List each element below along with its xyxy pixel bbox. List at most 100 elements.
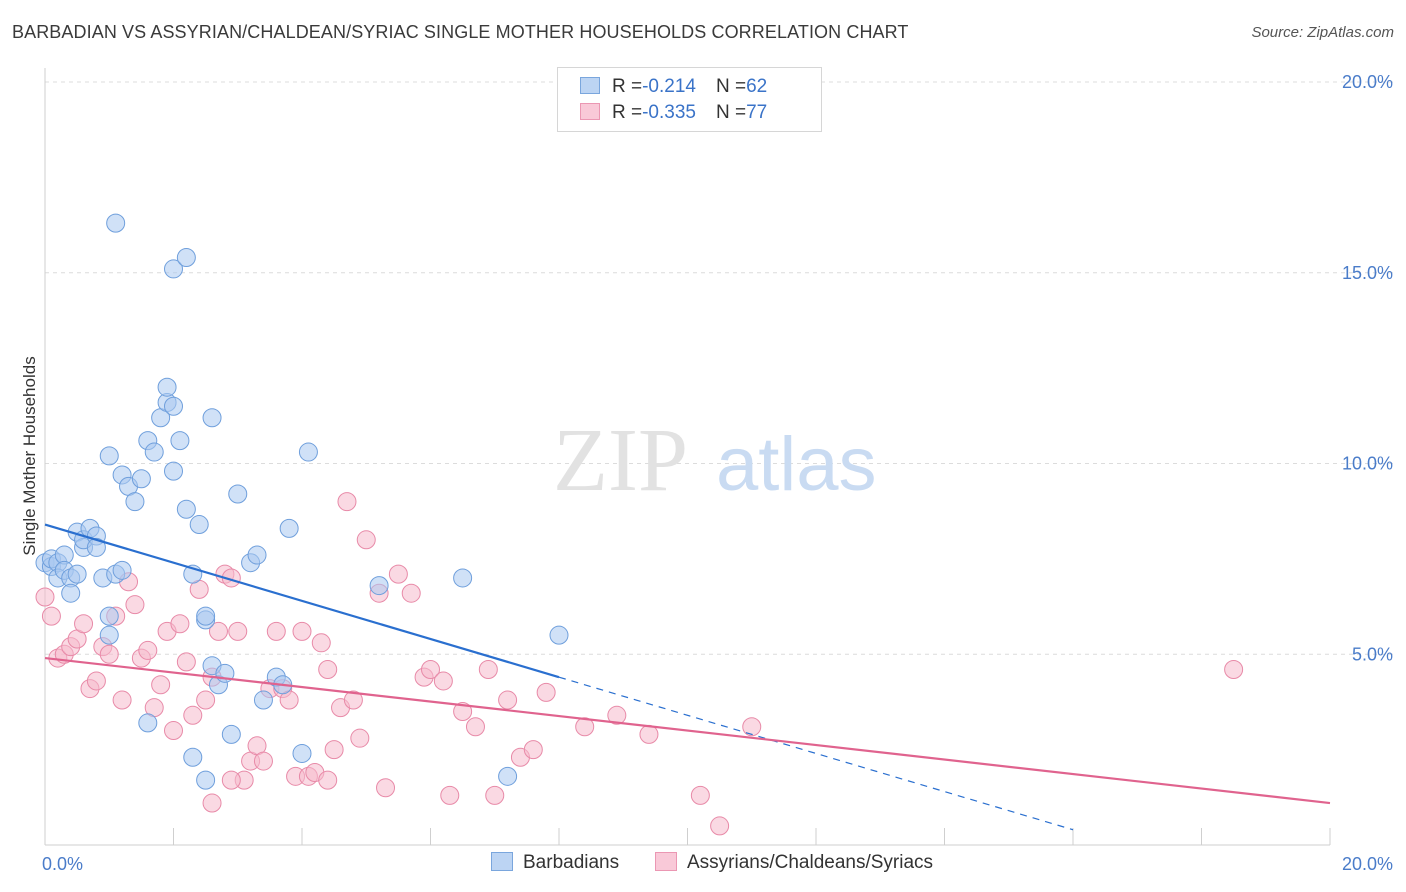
- data-point-assyrians: [498, 690, 518, 710]
- data-point-assyrians: [41, 606, 61, 626]
- data-point-assyrians: [575, 717, 595, 737]
- data-point-assyrians: [112, 690, 132, 710]
- data-point-assyrians: [356, 530, 376, 550]
- watermark-zip: ZIP: [553, 411, 688, 510]
- data-point-assyrians: [228, 621, 248, 641]
- data-point-assyrians: [485, 785, 505, 805]
- data-point-assyrians: [388, 564, 408, 584]
- data-point-assyrians: [151, 675, 171, 695]
- legend-swatch-blue: [580, 77, 600, 94]
- data-point-barbadians: [228, 484, 248, 504]
- data-point-barbadians: [292, 743, 312, 763]
- data-point-assyrians: [266, 621, 286, 641]
- legend-r-value: -0.335: [642, 102, 696, 123]
- data-point-assyrians: [440, 785, 460, 805]
- legend-n-label: N =: [715, 102, 747, 123]
- data-point-barbadians: [86, 537, 106, 557]
- data-point-assyrians: [639, 724, 659, 744]
- data-point-assyrians: [292, 621, 312, 641]
- y-tick-label: 10.0%: [1342, 454, 1393, 474]
- data-point-barbadians: [453, 568, 473, 588]
- data-point-assyrians: [536, 682, 556, 702]
- bottom-legend-assyrians: Assyrians/Chaldeans/Syriacs: [655, 852, 933, 878]
- data-point-barbadians: [99, 446, 119, 466]
- data-point-barbadians: [157, 377, 177, 397]
- chart-title: BARBADIAN VS ASSYRIAN/CHALDEAN/SYRIAC SI…: [12, 22, 909, 42]
- data-point-barbadians: [164, 259, 183, 279]
- trend-line-barbadians-extension: [558, 676, 1074, 831]
- series-barbadians-points: [35, 213, 569, 790]
- y-tick-label: 15.0%: [1342, 263, 1393, 283]
- data-point-assyrians: [311, 633, 331, 653]
- data-point-barbadians: [67, 564, 87, 584]
- data-point-assyrians: [607, 705, 627, 725]
- data-point-barbadians: [189, 515, 209, 535]
- trend-line-barbadians: [44, 523, 560, 679]
- y-axis-label: Single Mother Households: [20, 356, 39, 555]
- bottom-legend-barbadians: Barbadians: [491, 852, 619, 878]
- trend-lines: [44, 523, 1331, 831]
- data-point-assyrians: [253, 751, 273, 771]
- data-point-barbadians: [164, 461, 183, 481]
- data-point-barbadians: [253, 690, 273, 710]
- x-tick-label: 20.0%: [1342, 854, 1393, 874]
- legend-row-assyrians: R = -0.335 N = 77: [580, 102, 767, 126]
- data-point-assyrians: [350, 728, 370, 748]
- data-point-assyrians: [208, 621, 228, 641]
- data-point-barbadians: [176, 247, 196, 267]
- data-point-assyrians: [86, 671, 106, 691]
- legend-row-barbadians: R = -0.214 N = 62: [580, 76, 767, 100]
- data-point-barbadians: [99, 606, 119, 626]
- data-point-assyrians: [401, 583, 421, 603]
- data-point-assyrians: [453, 701, 473, 721]
- data-point-barbadians: [176, 499, 196, 519]
- legend-swatch-pink: [580, 103, 600, 120]
- x-tick-label: 0.0%: [42, 854, 83, 874]
- data-point-assyrians: [523, 740, 543, 760]
- data-point-barbadians: [112, 560, 132, 580]
- data-point-barbadians: [298, 442, 318, 462]
- data-point-barbadians: [144, 442, 164, 462]
- legend-n-label: N =: [715, 76, 747, 97]
- bottom-legend-swatch-blue: [491, 852, 513, 871]
- data-point-assyrians: [433, 671, 453, 691]
- y-tick-label: 20.0%: [1342, 72, 1393, 92]
- data-point-barbadians: [196, 770, 216, 790]
- data-point-assyrians: [138, 640, 158, 660]
- data-point-barbadians: [221, 724, 241, 744]
- data-point-assyrians: [1224, 660, 1244, 680]
- source-label: Source: ZipAtlas.com: [1251, 24, 1394, 41]
- data-point-barbadians: [106, 213, 126, 233]
- legend-r-label: R =: [612, 76, 643, 97]
- axes: [44, 68, 1331, 846]
- data-point-assyrians: [465, 717, 485, 737]
- data-point-assyrians: [170, 614, 190, 634]
- data-point-assyrians: [183, 705, 203, 725]
- data-point-barbadians: [498, 766, 518, 786]
- data-point-assyrians: [74, 614, 94, 634]
- data-point-barbadians: [247, 545, 267, 565]
- data-point-barbadians: [164, 396, 183, 416]
- data-point-barbadians: [549, 625, 569, 645]
- data-point-assyrians: [318, 770, 338, 790]
- data-point-assyrians: [99, 644, 119, 664]
- data-point-assyrians: [710, 816, 730, 836]
- series-assyrians-points: [35, 492, 1244, 836]
- data-point-barbadians: [61, 583, 81, 603]
- legend-n-value: 62: [746, 76, 768, 97]
- trend-line-assyrians: [44, 656, 1331, 805]
- data-point-assyrians: [164, 721, 183, 741]
- data-point-assyrians: [196, 690, 216, 710]
- data-point-barbadians: [183, 747, 203, 767]
- data-point-barbadians: [125, 492, 145, 512]
- data-point-barbadians: [170, 431, 190, 451]
- data-point-assyrians: [221, 770, 241, 790]
- data-point-barbadians: [138, 713, 158, 733]
- tick-labels: 5.0% 10.0% 15.0% 20.0% 0.0% 20.0%: [42, 72, 1393, 874]
- data-point-assyrians: [690, 785, 710, 805]
- data-point-barbadians: [99, 625, 119, 645]
- data-point-barbadians: [369, 576, 389, 596]
- data-point-barbadians: [196, 606, 216, 626]
- data-point-assyrians: [421, 660, 440, 680]
